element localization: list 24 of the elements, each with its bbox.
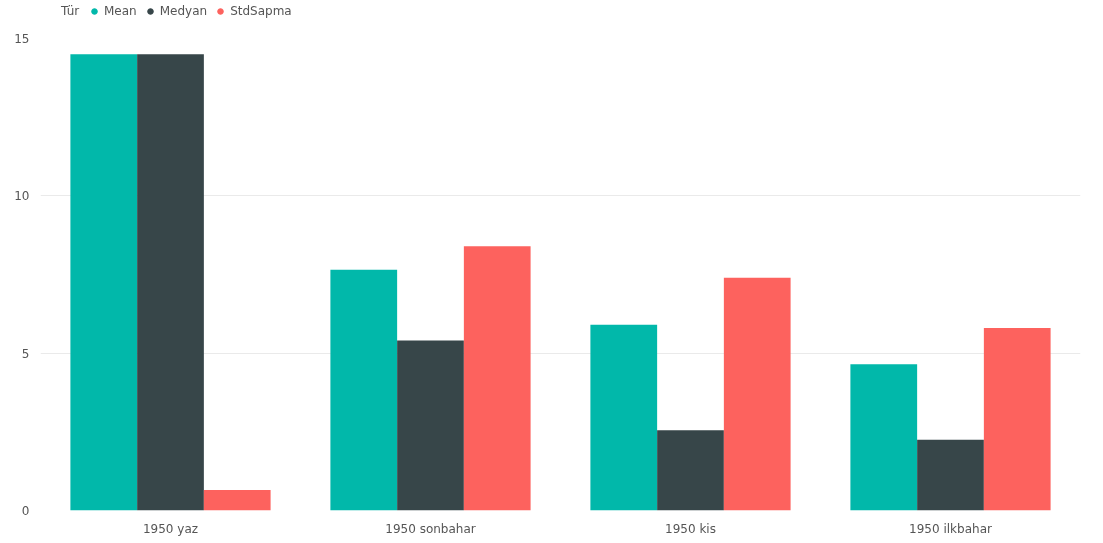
bar <box>983 327 1051 511</box>
x-tick-label: 1950 kis <box>665 521 716 536</box>
bar <box>917 439 984 511</box>
legend-label: Mean <box>104 4 137 18</box>
legend-label: Medyan <box>159 4 208 18</box>
bar <box>657 430 724 511</box>
bar <box>397 340 464 511</box>
bar <box>850 364 918 511</box>
legend-title: Tür <box>61 4 81 18</box>
y-tick-label: 0 <box>21 504 30 518</box>
y-tick-label: 5 <box>21 346 30 361</box>
x-tick-label: 1950 ilkbahar <box>909 521 992 536</box>
bar <box>590 324 658 511</box>
bar <box>70 54 138 511</box>
legend-label: StdSapma <box>230 4 292 18</box>
x-tick-label: 1950 yaz <box>142 521 199 536</box>
bar <box>330 269 398 511</box>
y-tick-label: 10 <box>14 189 30 204</box>
y-tick-label: 15 <box>14 32 30 46</box>
bar <box>463 246 531 511</box>
bar <box>723 277 791 511</box>
x-tick-label: 1950 sonbahar <box>385 521 476 536</box>
bar <box>137 54 204 511</box>
bar <box>203 490 271 511</box>
